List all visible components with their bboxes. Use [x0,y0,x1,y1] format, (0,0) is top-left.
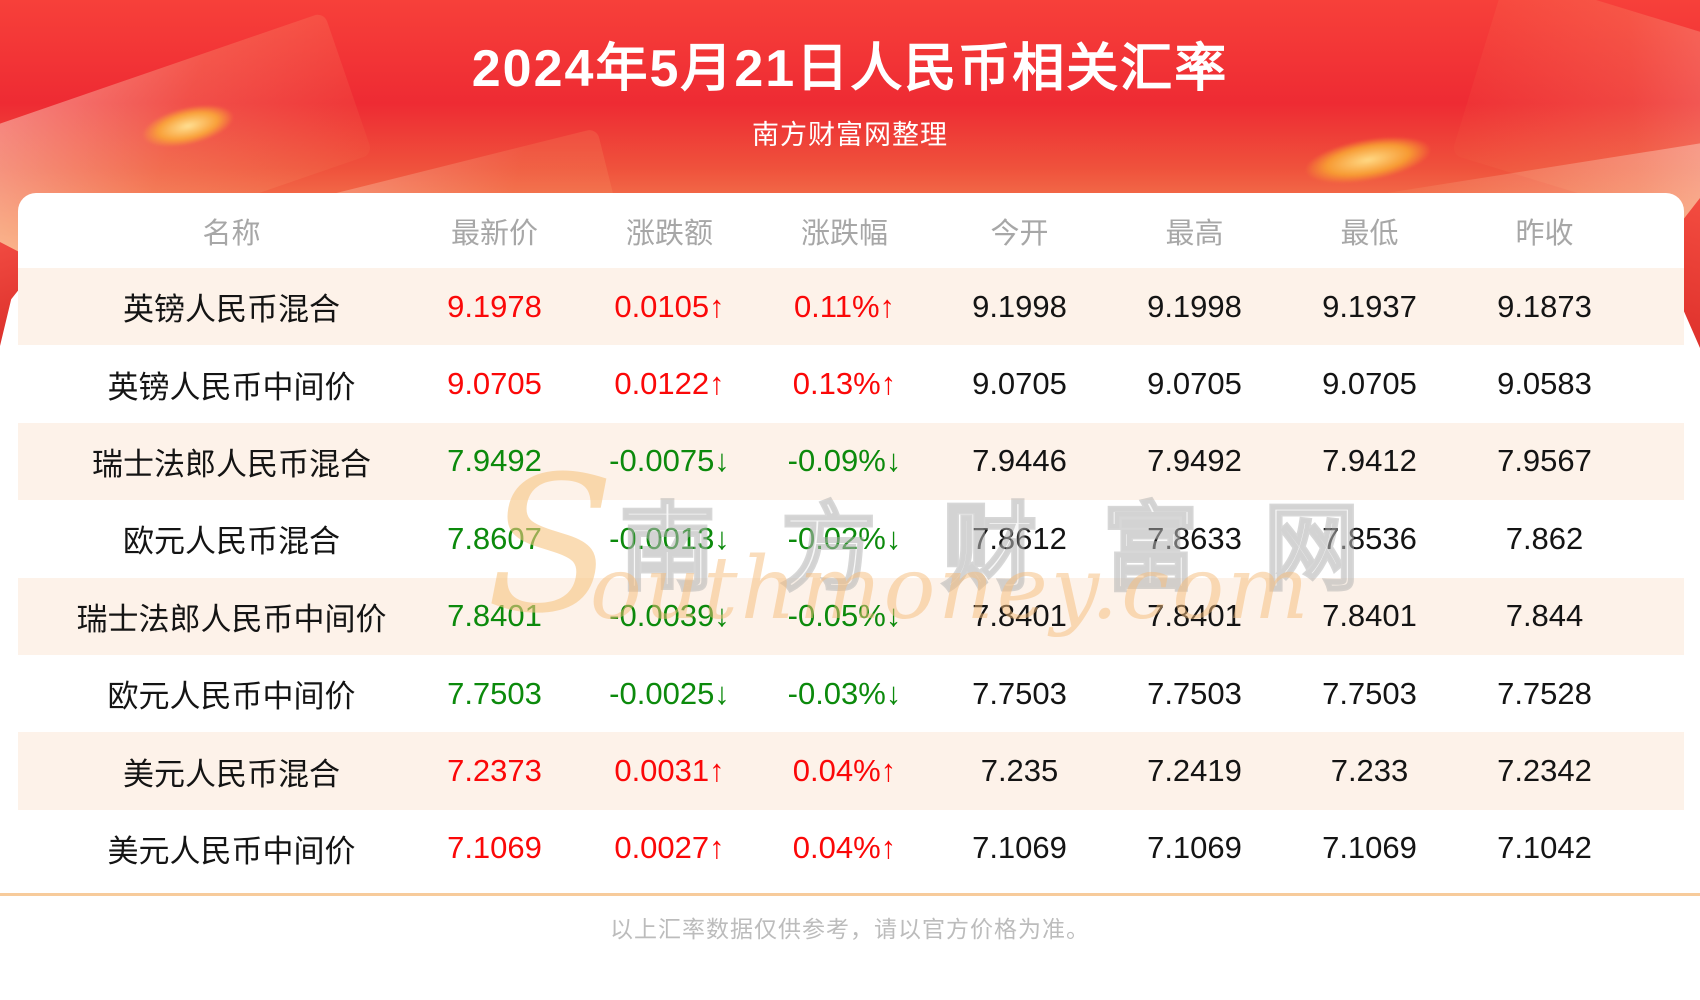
cell-open: 9.0705 [972,366,1067,402]
cell-high: 9.0705 [1147,366,1242,402]
cell-currency-name: 美元人民币混合 [123,756,340,792]
cell-low: 7.9412 [1322,443,1417,479]
cell-high: 7.8401 [1147,598,1242,634]
table-row: 瑞士法郎人民币中间价 7.8401 -0.0039↓ -0.05%↓ 7.840… [18,577,1684,655]
column-header-open: 今开 [990,217,1049,250]
cell-currency-name: 英镑人民币中间价 [107,369,356,405]
cell-currency-name: 英镑人民币混合 [123,292,340,328]
table-row: 英镑人民币中间价 9.0705 0.0122↑ 0.13%↑ 9.0705 9.… [18,345,1684,422]
cell-open: 7.8401 [972,598,1067,634]
cell-change-percent: -0.09%↓ [787,443,902,479]
cell-high: 7.9492 [1147,443,1242,479]
cell-change-percent: -0.03%↓ [787,675,902,711]
table-body: 英镑人民币混合 9.1978 0.0105↑ 0.11%↑ 9.1998 9.1… [18,268,1684,887]
cell-low: 7.233 [1330,753,1409,789]
cell-prev-close: 7.1042 [1497,830,1592,866]
cell-open: 7.235 [980,753,1059,789]
cell-change-percent: 0.11%↑ [793,288,896,324]
cell-latest-price: 7.8401 [447,598,542,634]
cell-latest-price: 7.8607 [447,520,542,556]
table-row: 美元人民币混合 7.2373 0.0031↑ 0.04%↑ 7.235 7.24… [18,732,1684,810]
column-header-latest: 最新价 [450,217,538,250]
cell-low: 9.1937 [1322,288,1417,324]
table-row: 英镑人民币混合 9.1978 0.0105↑ 0.11%↑ 9.1998 9.1… [18,268,1684,346]
cell-latest-price: 7.1069 [447,830,542,866]
cell-currency-name: 瑞士法郎人民币中间价 [76,601,387,637]
cell-change-percent: 0.04%↑ [792,753,897,789]
column-header-name: 名称 [202,217,261,250]
table-row: 欧元人民币混合 7.8607 -0.0013↓ -0.02%↓ 7.8612 7… [18,500,1684,577]
table-row: 美元人民币中间价 7.1069 0.0027↑ 0.04%↑ 7.1069 7.… [18,810,1684,887]
table-row: 欧元人民币中间价 7.7503 -0.0025↓ -0.03%↓ 7.7503 … [18,655,1684,732]
column-header-high: 最高 [1165,217,1224,250]
cell-currency-name: 瑞士法郎人民币混合 [92,446,371,482]
cell-latest-price: 7.9492 [447,443,542,479]
footer-disclaimer: 以上汇率数据仅供参考，请以官方价格为准。 [610,916,1090,942]
cell-prev-close: 7.862 [1505,520,1584,556]
cell-change-percent: 0.04%↑ [792,830,897,866]
cell-change-amount: -0.0075↓ [609,443,730,479]
cell-latest-price: 7.7503 [447,675,542,711]
cell-open: 7.1069 [972,830,1067,866]
cell-change-amount: -0.0025↓ [609,675,730,711]
cell-change-percent: -0.02%↓ [787,520,902,556]
footer-divider [0,893,1700,896]
cell-high: 7.8633 [1147,520,1242,556]
cell-latest-price: 7.2373 [447,753,542,789]
cell-change-percent: -0.05%↓ [787,598,902,634]
cell-high: 7.2419 [1147,753,1242,789]
column-header-prev-close: 昨收 [1515,217,1574,250]
column-header-change-pct: 涨跌幅 [800,217,888,250]
cell-low: 7.8401 [1322,598,1417,634]
cell-open: 7.7503 [972,675,1067,711]
cell-prev-close: 9.0583 [1497,366,1592,402]
cell-prev-close: 9.1873 [1497,288,1592,324]
page-title: 2024年5月21日人民币相关汇率 [471,40,1229,98]
cell-change-amount: 0.0027↑ [614,830,725,866]
cell-low: 7.1069 [1322,830,1417,866]
exchange-rate-table: 名称 最新价 涨跌额 涨跌幅 今开 最高 最低 昨收 英镑人民币混合 9.197… [18,193,1684,888]
cell-low: 7.7503 [1322,675,1417,711]
cell-currency-name: 欧元人民币中间价 [107,679,356,715]
column-header-low: 最低 [1340,217,1399,250]
table-header-row: 名称 最新价 涨跌额 涨跌幅 今开 最高 最低 昨收 [18,193,1684,268]
cell-low: 7.8536 [1322,520,1417,556]
cell-change-percent: 0.13%↑ [792,366,897,402]
cell-change-amount: -0.0039↓ [609,598,730,634]
cell-change-amount: -0.0013↓ [609,520,730,556]
cell-low: 9.0705 [1322,366,1417,402]
cell-open: 7.9446 [972,443,1067,479]
cell-prev-close: 7.7528 [1497,675,1592,711]
page-subtitle: 南方财富网整理 [752,120,948,150]
cell-open: 9.1998 [972,288,1067,324]
cell-high: 7.7503 [1147,675,1242,711]
cell-latest-price: 9.1978 [447,288,542,324]
cell-high: 7.1069 [1147,830,1242,866]
table-row: 瑞士法郎人民币混合 7.9492 -0.0075↓ -0.09%↓ 7.9446… [18,422,1684,501]
cell-currency-name: 美元人民币中间价 [107,833,356,869]
cell-open: 7.8612 [972,520,1067,556]
column-header-change: 涨跌额 [625,217,713,250]
cell-prev-close: 7.2342 [1497,753,1592,789]
cell-change-amount: 0.0105↑ [614,288,725,324]
cell-currency-name: 欧元人民币混合 [123,524,340,560]
cell-change-amount: 0.0031↑ [614,753,725,789]
cell-prev-close: 7.844 [1505,598,1584,634]
cell-prev-close: 7.9567 [1497,443,1592,479]
cell-latest-price: 9.0705 [447,366,542,402]
cell-change-amount: 0.0122↑ [614,366,725,402]
cell-high: 9.1998 [1147,288,1242,324]
